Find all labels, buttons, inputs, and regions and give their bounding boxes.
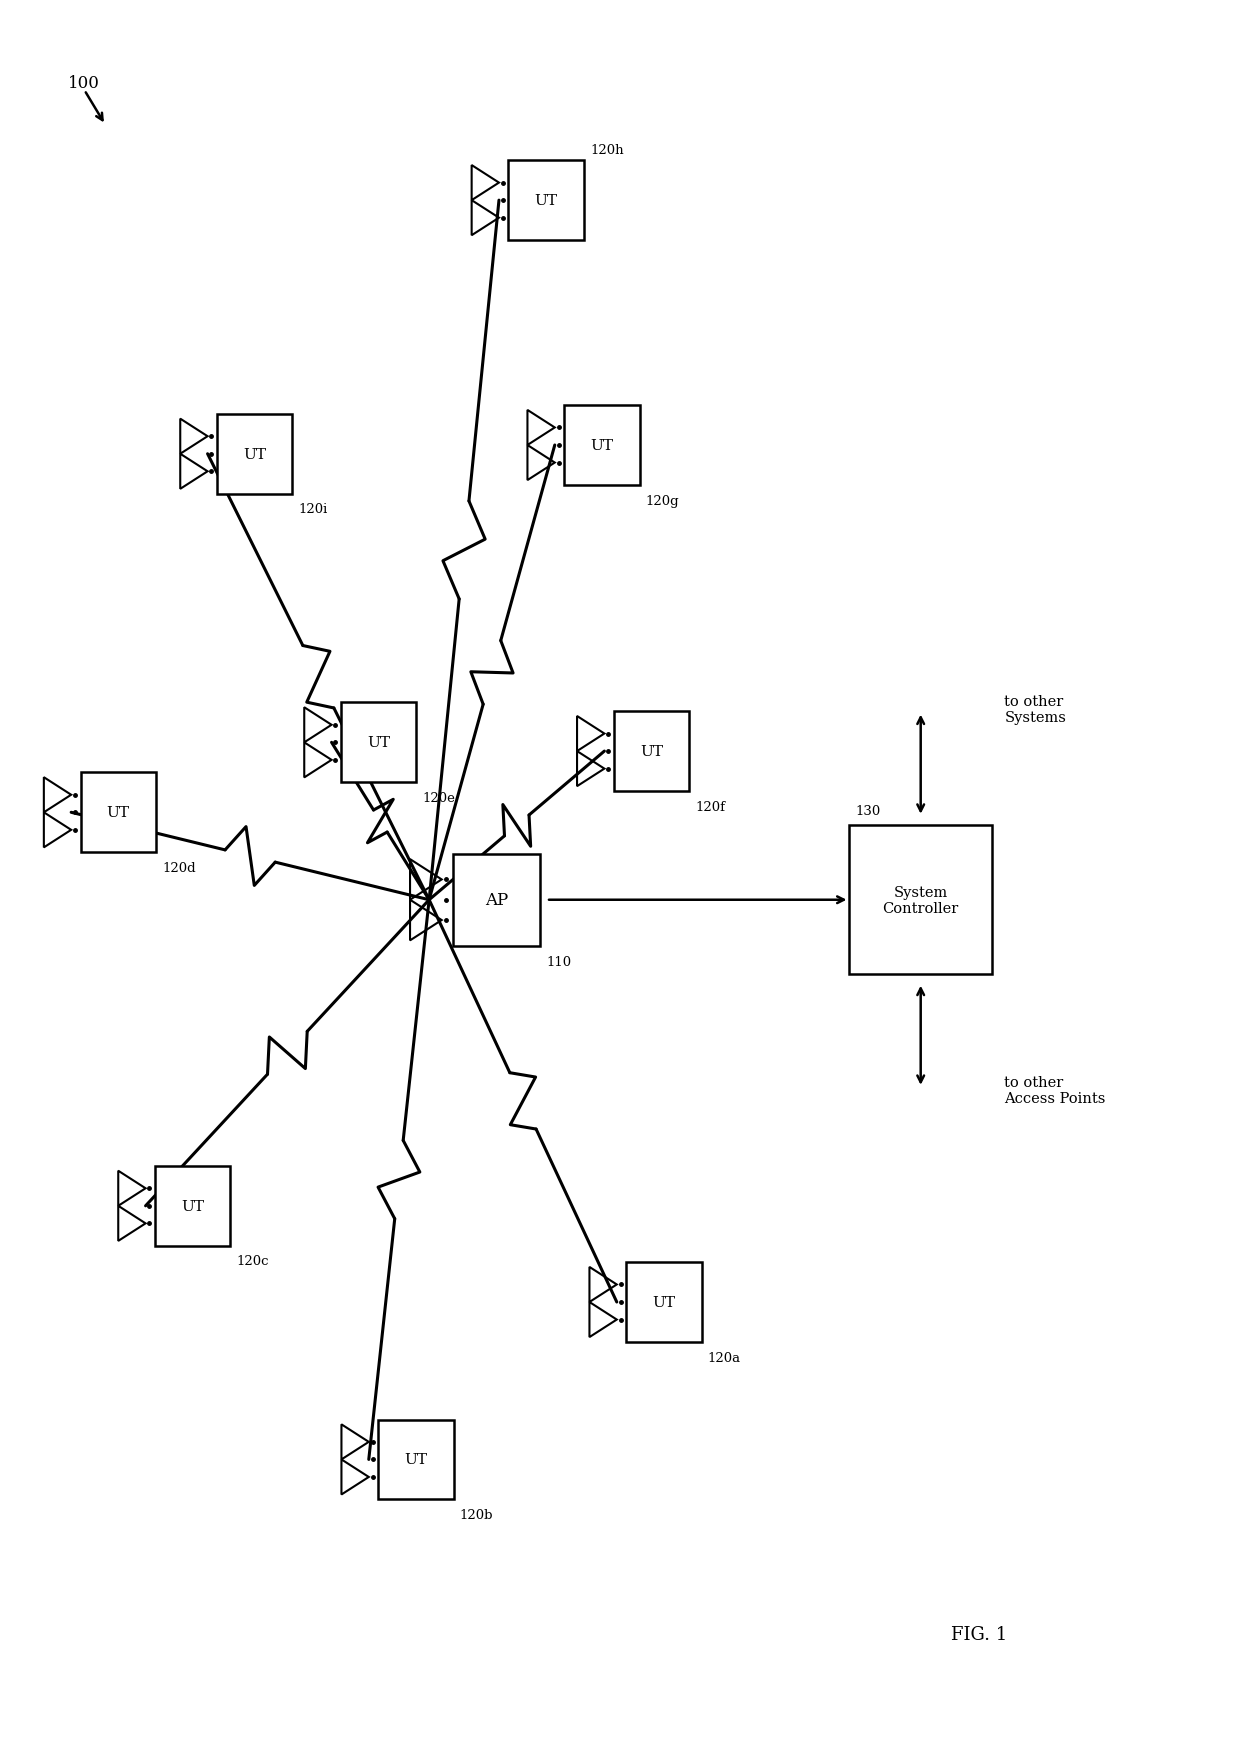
Bar bbox=[453, 855, 539, 946]
Text: UT: UT bbox=[367, 736, 391, 750]
Text: to other
Systems: to other Systems bbox=[1004, 694, 1066, 725]
Text: 120c: 120c bbox=[237, 1255, 269, 1267]
Bar bbox=[155, 1166, 231, 1246]
Text: 120b: 120b bbox=[460, 1509, 494, 1521]
Bar bbox=[81, 773, 156, 853]
Text: UT: UT bbox=[107, 806, 130, 820]
Text: System
Controller: System Controller bbox=[883, 884, 959, 916]
Text: UT: UT bbox=[404, 1453, 428, 1467]
Bar bbox=[614, 711, 689, 792]
Text: 120f: 120f bbox=[696, 801, 725, 813]
Bar bbox=[564, 406, 640, 486]
Text: 100: 100 bbox=[68, 75, 100, 93]
Text: UT: UT bbox=[181, 1199, 205, 1213]
Text: 120e: 120e bbox=[423, 792, 455, 804]
Text: 110: 110 bbox=[546, 954, 572, 968]
Bar bbox=[849, 827, 992, 975]
Text: AP: AP bbox=[485, 891, 508, 909]
Text: 120h: 120h bbox=[590, 143, 624, 157]
Text: to other
Access Points: to other Access Points bbox=[1004, 1075, 1106, 1105]
Text: 120a: 120a bbox=[708, 1351, 742, 1363]
Text: UT: UT bbox=[652, 1295, 676, 1309]
Text: UT: UT bbox=[243, 447, 267, 461]
Bar bbox=[217, 414, 293, 495]
Text: FIG. 1: FIG. 1 bbox=[951, 1626, 1008, 1643]
Bar bbox=[378, 1419, 454, 1500]
Text: UT: UT bbox=[640, 745, 663, 759]
Bar bbox=[626, 1262, 702, 1342]
Text: 120g: 120g bbox=[646, 495, 680, 507]
Text: 120d: 120d bbox=[162, 862, 196, 874]
Text: UT: UT bbox=[534, 194, 558, 208]
Bar bbox=[508, 161, 584, 241]
Text: 130: 130 bbox=[856, 804, 880, 818]
Bar bbox=[341, 703, 417, 783]
Text: 120i: 120i bbox=[299, 503, 327, 516]
Text: UT: UT bbox=[590, 439, 614, 453]
